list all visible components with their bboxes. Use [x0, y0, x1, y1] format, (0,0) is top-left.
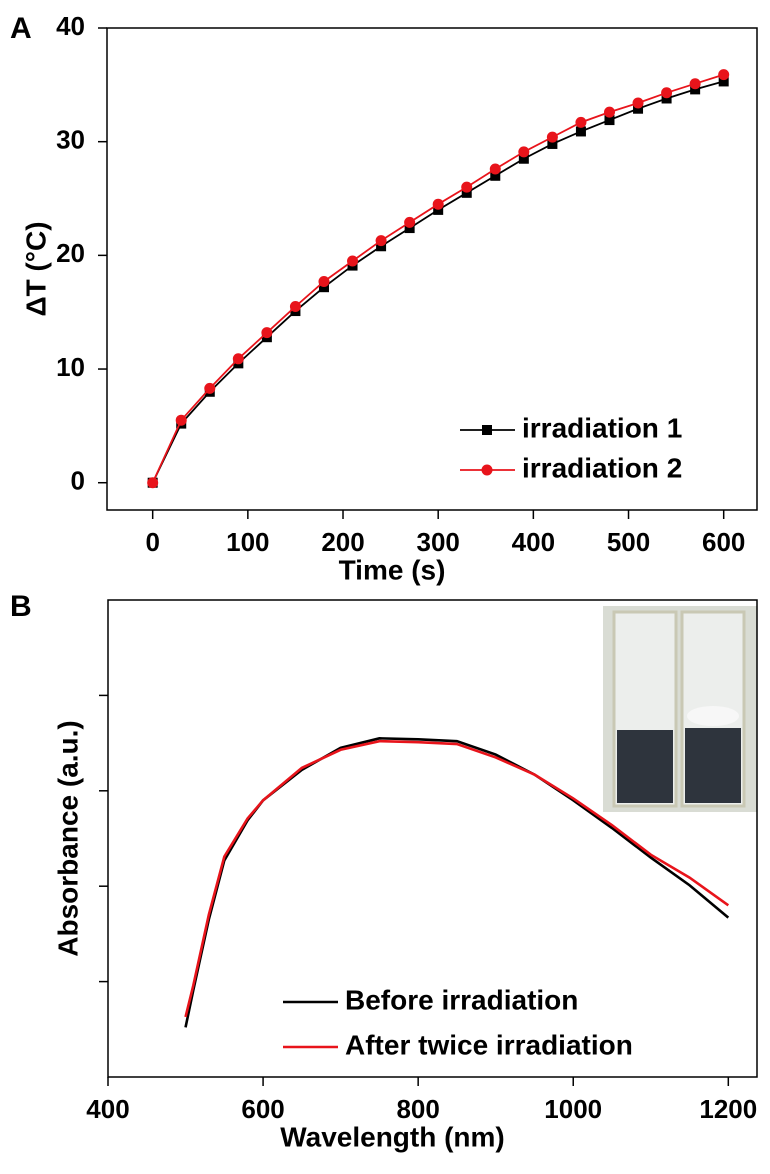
inset-photo: [603, 606, 757, 812]
marker: [547, 138, 558, 149]
marker: [490, 170, 501, 181]
marker: [632, 97, 644, 109]
marker: [433, 204, 444, 215]
y-axis-label: Absorbance (a.u.): [52, 720, 83, 956]
x-tick-label: 400: [86, 1094, 129, 1124]
x-tick-label: 1000: [544, 1094, 602, 1124]
marker: [375, 235, 387, 247]
marker: [204, 382, 216, 394]
marker: [461, 181, 473, 193]
y-tick-label: 30: [56, 125, 85, 155]
marker: [318, 282, 329, 293]
marker: [289, 301, 301, 313]
x-tick-label: 100: [226, 527, 269, 557]
marker: [489, 163, 501, 175]
x-tick-label: 400: [512, 527, 555, 557]
plot-frame: [107, 599, 758, 1078]
legend-label: irradiation 1: [522, 412, 682, 443]
bubbles: [687, 706, 739, 726]
marker: [690, 84, 701, 95]
marker: [404, 223, 415, 234]
x-tick-label: 600: [702, 527, 745, 557]
legend-marker: [482, 425, 492, 435]
marker: [232, 353, 244, 365]
legend-label: irradiation 2: [522, 452, 682, 483]
marker: [404, 216, 416, 228]
y-tick-label: 10: [56, 352, 85, 382]
marker: [518, 146, 530, 158]
legend-label: Before irradiation: [345, 984, 578, 1015]
marker: [604, 115, 615, 126]
x-tick-label: 200: [321, 527, 364, 557]
x-tick-label: 800: [396, 1094, 439, 1124]
marker: [318, 276, 330, 288]
marker: [461, 187, 472, 198]
marker: [432, 198, 444, 210]
marker: [661, 87, 673, 99]
marker: [603, 106, 615, 118]
legend-marker: [481, 464, 493, 476]
x-tick-label: 500: [607, 527, 650, 557]
marker: [689, 78, 701, 90]
legend-label: After twice irradiation: [345, 1029, 633, 1060]
marker: [376, 241, 387, 252]
x-axis-label: Time (s): [339, 554, 446, 585]
x-tick-label: 1200: [699, 1094, 757, 1124]
marker: [633, 103, 644, 114]
x-tick-label: 300: [416, 527, 459, 557]
marker: [718, 69, 730, 81]
plot-frame: [106, 27, 758, 511]
marker: [347, 255, 359, 267]
marker: [261, 327, 273, 339]
marker: [575, 126, 586, 137]
y-tick-label: 40: [56, 11, 85, 41]
marker: [518, 153, 529, 164]
x-tick-label: 600: [241, 1094, 284, 1124]
marker: [575, 116, 587, 128]
y-tick-label: 0: [71, 466, 85, 496]
panel-label: B: [10, 590, 32, 623]
cuvette-liquid: [685, 728, 741, 803]
x-tick-label: 0: [145, 527, 159, 557]
marker: [718, 76, 729, 87]
marker: [175, 414, 187, 426]
series-line: [184, 739, 730, 1018]
marker: [546, 131, 558, 143]
y-axis-label: ΔT (°C): [20, 221, 51, 316]
y-tick-label: 20: [56, 238, 85, 268]
cuvette-liquid: [617, 730, 673, 803]
x-axis-label: Wavelength (nm): [280, 1121, 505, 1152]
marker: [147, 477, 159, 489]
panel-label: A: [10, 12, 32, 45]
marker: [661, 93, 672, 104]
